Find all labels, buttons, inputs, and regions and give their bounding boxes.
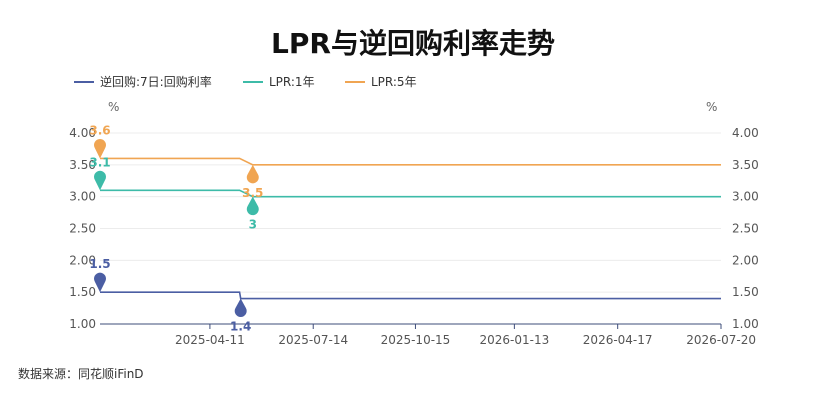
- max-marker: [94, 138, 107, 159]
- min-marker: [246, 196, 259, 216]
- y-unit-left: %: [108, 100, 119, 114]
- y-tick-label-left: 2.00: [69, 253, 96, 267]
- x-tick-label: 2026-07-20: [686, 333, 756, 347]
- min-marker: [234, 298, 247, 318]
- y-unit-right: %: [706, 100, 717, 114]
- x-tick-label: 2025-07-14: [278, 333, 348, 347]
- max-marker: [94, 170, 107, 191]
- y-tick-label-left: 4.00: [69, 126, 96, 140]
- y-tick-label-left: 1.00: [69, 317, 96, 331]
- series-line: [100, 189, 721, 198]
- y-axis-left: 4.00 3.50 3.00 2.50 2.00 1.50 1.00: [69, 126, 96, 331]
- min-marker: [246, 164, 259, 184]
- x-tick-label: 2026-04-17: [583, 333, 653, 347]
- y-tick-label-left: 3.00: [69, 190, 96, 204]
- legend-label: 逆回购:7日:回购利率: [100, 74, 212, 89]
- x-tick-label: 2026-01-13: [479, 333, 549, 347]
- y-tick-label-left: 2.50: [69, 222, 96, 236]
- x-tick-label: 2025-04-11: [175, 333, 245, 347]
- series-lines: [100, 157, 721, 300]
- max-value-label: 3.6: [89, 123, 110, 137]
- x-axis: 2025-04-11 2025-07-14 2025-10-15 2026-01-13…: [100, 323, 756, 347]
- legend: 逆回购:7日:回购利率 LPR:1年 LPR:5年: [74, 74, 417, 89]
- legend-label: LPR:5年: [371, 75, 417, 89]
- y-tick-label-left: 3.50: [69, 158, 96, 172]
- y-tick-label-right: 4.00: [732, 126, 759, 140]
- x-tick-label: 2025-10-15: [381, 333, 451, 347]
- y-tick-label-right: 3.00: [732, 190, 759, 204]
- y-axis-right: 4.00 3.50 3.00 2.50 2.00 1.50 1.00: [732, 126, 759, 331]
- series-line: [100, 157, 721, 166]
- data-source-note: 数据来源：同花顺iFinD: [18, 366, 144, 381]
- min-value-label: 1.4: [230, 320, 251, 334]
- markers: 1.5 1.4 3.1 3 3.6 3.5: [89, 123, 263, 333]
- chart-title: LPR与逆回购利率走势: [271, 27, 555, 60]
- y-tick-label-left: 1.50: [69, 285, 96, 299]
- max-marker: [94, 272, 107, 293]
- y-tick-label-right: 2.50: [732, 222, 759, 236]
- y-tick-label-right: 1.50: [732, 285, 759, 299]
- min-value-label: 3.5: [242, 186, 263, 200]
- legend-label: LPR:1年: [269, 75, 315, 89]
- y-tick-label-right: 3.50: [732, 158, 759, 172]
- series-line: [100, 291, 721, 300]
- max-value-label: 3.1: [89, 155, 110, 169]
- y-tick-label-right: 1.00: [732, 317, 759, 331]
- max-value-label: 1.5: [89, 257, 110, 271]
- y-tick-label-right: 2.00: [732, 253, 759, 267]
- grid-lines: [100, 132, 721, 293]
- min-value-label: 3: [249, 218, 257, 232]
